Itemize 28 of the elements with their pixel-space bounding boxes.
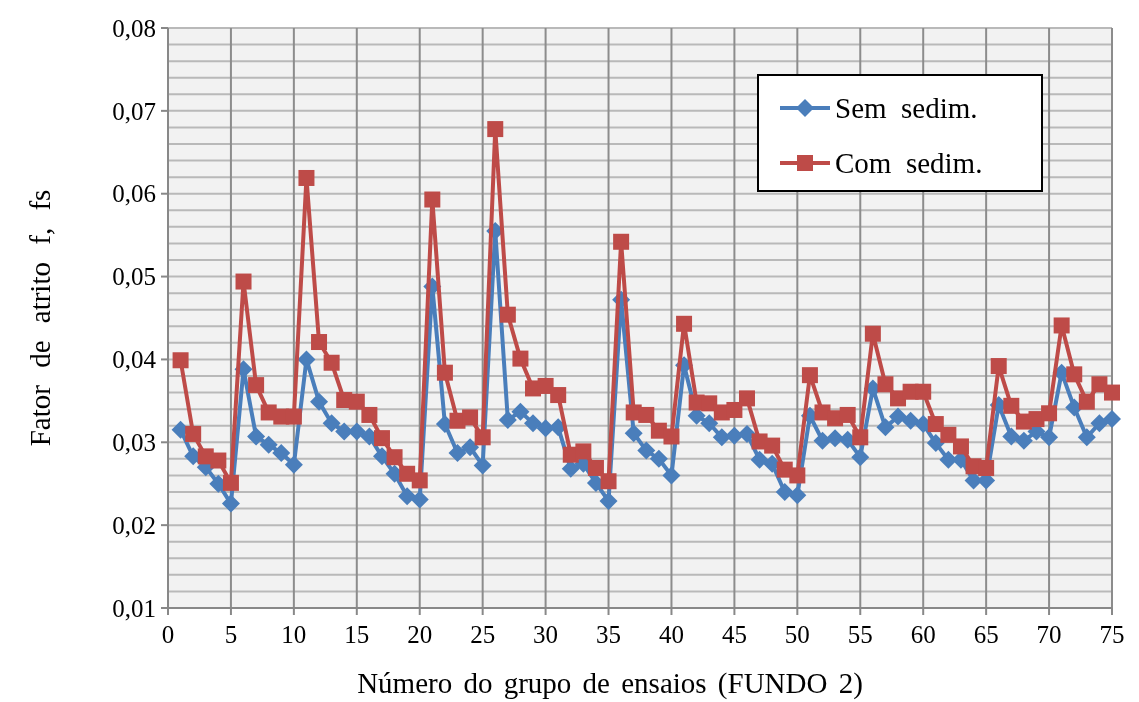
y-tick-label: 0,01 [112, 594, 156, 622]
x-tick-label: 40 [658, 621, 684, 648]
x-tick-label: 15 [344, 621, 370, 648]
x-tick-label: 65 [973, 621, 999, 648]
x-tick-label: 75 [1099, 621, 1125, 648]
y-tick-label: 0,08 [112, 14, 156, 42]
x-tick-label: 20 [407, 621, 433, 648]
y-tick-label: 0,04 [112, 346, 157, 374]
x-tick-label: 10 [281, 621, 307, 648]
x-tick-label: 60 [910, 621, 936, 648]
y-tick-label: 0,03 [112, 429, 156, 457]
legend-label: Sem sedim. [835, 92, 978, 125]
x-tick-label: 55 [847, 621, 873, 648]
y-tick-label: 0,06 [112, 180, 156, 208]
x-tick-label: 45 [721, 621, 747, 648]
y-tick-label: 0,02 [112, 511, 156, 539]
legend-label: Com sedim. [835, 147, 983, 180]
y-tick-label: 0,05 [112, 263, 156, 291]
x-tick-label: 0 [161, 621, 175, 648]
y-axis-title: Fator de atrito f, fs [24, 189, 56, 447]
x-tick-label: 70 [1036, 621, 1062, 648]
x-axis-title: Número do grupo de ensaios (FUNDO 2) [357, 667, 863, 700]
x-tick-label: 35 [596, 621, 622, 648]
x-tick-label: 5 [224, 621, 238, 648]
x-tick-label: 50 [784, 621, 810, 648]
y-tick-label: 0,07 [112, 97, 156, 125]
x-tick-label: 30 [533, 621, 559, 648]
x-tick-label: 25 [470, 621, 496, 648]
